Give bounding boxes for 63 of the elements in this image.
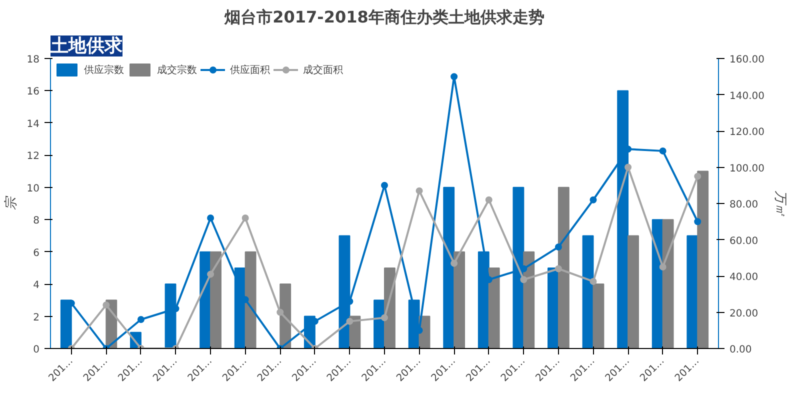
- y-tick-label: 2: [33, 312, 40, 324]
- y-tick-label: 8: [33, 216, 40, 227]
- y2-tick-label: 60.00: [730, 236, 758, 247]
- point: [242, 214, 249, 222]
- bar: [244, 251, 256, 348]
- point: [659, 263, 666, 270]
- y-tick-label: 10: [26, 183, 40, 194]
- y2-axis-title: 万㎡: [772, 190, 788, 216]
- bar: [523, 251, 535, 348]
- y-tick-label: 18: [26, 54, 40, 66]
- y-tick-label: 0: [33, 344, 40, 356]
- point: [624, 164, 632, 171]
- point: [694, 172, 702, 180]
- y2-tick-label: 0.00: [730, 344, 752, 356]
- point: [450, 260, 458, 267]
- chart-title: 烟台市2017-2018年商住办类土地供求走势: [224, 8, 544, 26]
- point: [659, 147, 666, 154]
- bar: [582, 235, 594, 348]
- y-tick-label: 6: [33, 248, 40, 259]
- bar: [210, 251, 222, 348]
- y2-tick-label: 120.00: [730, 127, 764, 138]
- point: [207, 270, 214, 278]
- y-tick-label: 16: [26, 86, 40, 98]
- bar: [628, 235, 639, 348]
- y2-tick-label: 140.00: [730, 90, 764, 102]
- point: [207, 214, 214, 222]
- legend-label: 成交面积: [303, 64, 343, 76]
- bar: [558, 186, 570, 348]
- bar: [488, 267, 500, 348]
- y-tick-label: 14: [26, 118, 40, 130]
- point: [346, 318, 354, 325]
- bar: [662, 219, 674, 348]
- y-tick-label: 12: [26, 151, 40, 162]
- point: [520, 276, 528, 284]
- point: [590, 278, 597, 285]
- legend-label: 成交宗数: [157, 64, 197, 76]
- point: [554, 265, 562, 272]
- point: [694, 218, 702, 226]
- y2-tick-label: 100.00: [730, 163, 764, 174]
- point: [381, 314, 388, 322]
- y2-tick-label: 160.00: [730, 54, 764, 66]
- point: [137, 316, 144, 323]
- y2-tick-label: 80.00: [730, 200, 758, 210]
- point: [485, 196, 492, 204]
- point: [276, 308, 284, 316]
- legend-label: 供应宗数: [84, 64, 124, 76]
- y2-tick-label: 20.00: [730, 308, 758, 320]
- bar: [697, 170, 709, 348]
- bar: [454, 251, 466, 348]
- text: 土地供求: [50, 36, 124, 56]
- point: [381, 182, 388, 189]
- legend-label: 供应面积: [230, 64, 270, 76]
- point: [554, 244, 562, 250]
- point: [102, 302, 110, 308]
- point: [450, 73, 458, 80]
- y2-tick-label: 40.00: [730, 272, 758, 283]
- bar: [443, 186, 455, 348]
- bar: [686, 235, 698, 348]
- bar: [592, 284, 604, 348]
- point: [416, 187, 423, 194]
- y-tick-label: 4: [33, 280, 40, 292]
- y-axis-title: 宗: [2, 195, 19, 210]
- point: [590, 196, 597, 204]
